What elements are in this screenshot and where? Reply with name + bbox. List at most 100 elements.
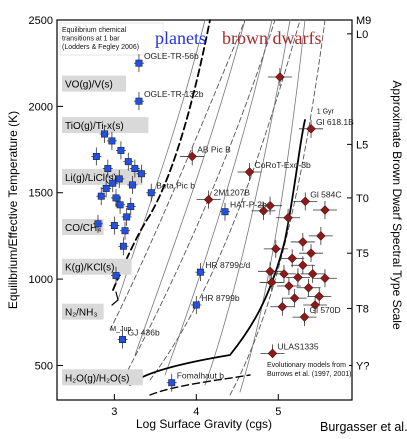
y-axis-label: Equilibrium/Effective Temperature (K) [6, 111, 20, 309]
chemistry-label: VO(g)/V(s) [65, 80, 113, 91]
point-label: HR 8799c/d [205, 260, 250, 270]
brown-dwarf-point [279, 269, 289, 279]
right-tick-label: Y? [356, 360, 369, 372]
brown-dwarf-point [303, 282, 314, 293]
planet-point [196, 268, 204, 276]
right-tick-label: L0 [356, 29, 368, 41]
brown-dwarf-point [307, 269, 318, 279]
annotation-text: M_Jup [110, 326, 131, 333]
point-label: HR 8799b [201, 293, 240, 303]
x-axis-label: Log Surface Gravity (cgs) [136, 417, 272, 431]
planet-point [115, 175, 123, 183]
planet-point [101, 130, 108, 138]
planet-point [94, 220, 102, 228]
brown-dwarf-point [187, 151, 198, 162]
evolutionary-model-curves [109, 19, 326, 396]
point-label: Gl 618.1B [316, 117, 354, 127]
planet-point [116, 201, 124, 209]
chemistry-label: Li(g)/LiCl(s) [65, 173, 117, 184]
point-label: Beta Pic b [156, 181, 195, 191]
planet-point [221, 208, 229, 216]
brown-dwarf-point [267, 348, 278, 359]
right-axis-label: Approximate Brown Dwarf Spectral Type Sc… [390, 80, 404, 330]
point-label: CoRoT-Exo-3b [255, 160, 311, 170]
planet-point [127, 203, 135, 210]
point-label: HAT-P-2b [230, 200, 267, 210]
model-solid-curve [239, 19, 306, 393]
y-axis-ticks: 500 1000 1500 2000 2500 [29, 15, 63, 372]
brown-dwarf-point [244, 167, 255, 177]
point-label: OGLE-TR-56b [144, 51, 199, 61]
brown-dwarf-point [300, 196, 311, 207]
planet-point [112, 272, 120, 280]
brown-dwarf-point [289, 293, 300, 303]
point-labels: OGLE-TR-56b OGLE-TR-132b Beta Pic b HAT-P-2… [128, 51, 355, 381]
brown-dwarf-point [314, 291, 325, 302]
model-bottom-curve [149, 374, 251, 396]
planet-point [102, 184, 110, 192]
data-points [92, 59, 330, 387]
brown-dwarf-point [270, 244, 281, 254]
point-label: 2M1207B [214, 188, 251, 198]
model-arrow [111, 291, 119, 306]
right-axis-ticks: M9 L0 L5 T0 T5 T8 Y? [347, 15, 371, 372]
chemistry-label-bg [62, 369, 143, 386]
brown-dwarf-point [265, 200, 275, 211]
planet-point [192, 301, 200, 309]
model-isochrone-curve [129, 119, 306, 386]
model-solid-curve [204, 19, 291, 386]
brown-dwarf-point [310, 300, 320, 310]
right-tick-label: M9 [356, 15, 371, 27]
chemistry-box-title-line: Equilibrium chemical [62, 27, 127, 34]
chemistry-box-title-line: (Lodders & Fegley 2006) [62, 44, 139, 51]
right-tick-label: T5 [356, 248, 369, 260]
chemistry-label: TiO(g)/Ti-x(s) [65, 121, 124, 132]
planet-point [135, 97, 143, 105]
brown-dwarf-point [316, 231, 326, 241]
model-dashed-curve [109, 19, 246, 331]
brown-dwarfs-heading: brown dwarfs [222, 28, 321, 48]
x-tick-label: 5 [275, 406, 281, 418]
annotation-text: 1 Gyr [317, 108, 335, 115]
right-tick-label: T8 [356, 303, 369, 315]
chemistry-box-frame [59, 22, 164, 56]
brown-dwarf-point [287, 253, 298, 264]
planet-point [104, 165, 112, 172]
model-solid-curve [134, 19, 246, 356]
planet-point [109, 179, 117, 187]
planets-heading: planets [155, 28, 206, 48]
annotations: 1 Gyr M_Jup [110, 108, 334, 333]
planet-point [110, 222, 118, 229]
brown-dwarf-point [265, 266, 275, 277]
point-label: GJ 436b [128, 328, 160, 338]
planet-point [135, 59, 143, 67]
models-note: Evolutionary models from Burrows et al. (… [265, 358, 351, 380]
brown-dwarf-point [320, 273, 330, 284]
planet-point [121, 227, 129, 235]
models-note-line: Burrows et al. (1997, 2001) [267, 371, 351, 378]
brown-dwarf-point [258, 206, 269, 216]
chemistry-label-bg [62, 75, 126, 92]
planet-point [119, 336, 127, 343]
planet-point [131, 165, 139, 172]
model-dashed-curve [149, 19, 301, 381]
plot-frame [56, 19, 353, 401]
point-label: AB Pic B [197, 144, 231, 154]
x-tick-label: 3 [111, 406, 117, 418]
x-axis-ticks: 3 4 5 [111, 394, 281, 418]
brown-dwarf-point [266, 277, 277, 288]
models-note-bg [265, 358, 349, 380]
chemistry-label-bg [62, 219, 104, 235]
brown-dwarf-point [299, 312, 310, 322]
planet-point [123, 213, 131, 221]
chemistry-label-bg [62, 117, 149, 134]
planet-point [137, 170, 145, 178]
planet-point [112, 194, 120, 202]
planet-point [117, 146, 125, 154]
y-tick-label: 1000 [29, 274, 53, 286]
credit-text: Burgasser et al. [320, 420, 407, 434]
chemistry-box-title-line: transitions at 1 bar [62, 36, 120, 43]
point-label: Gl 584C [310, 189, 341, 199]
planet-point [92, 153, 100, 160]
